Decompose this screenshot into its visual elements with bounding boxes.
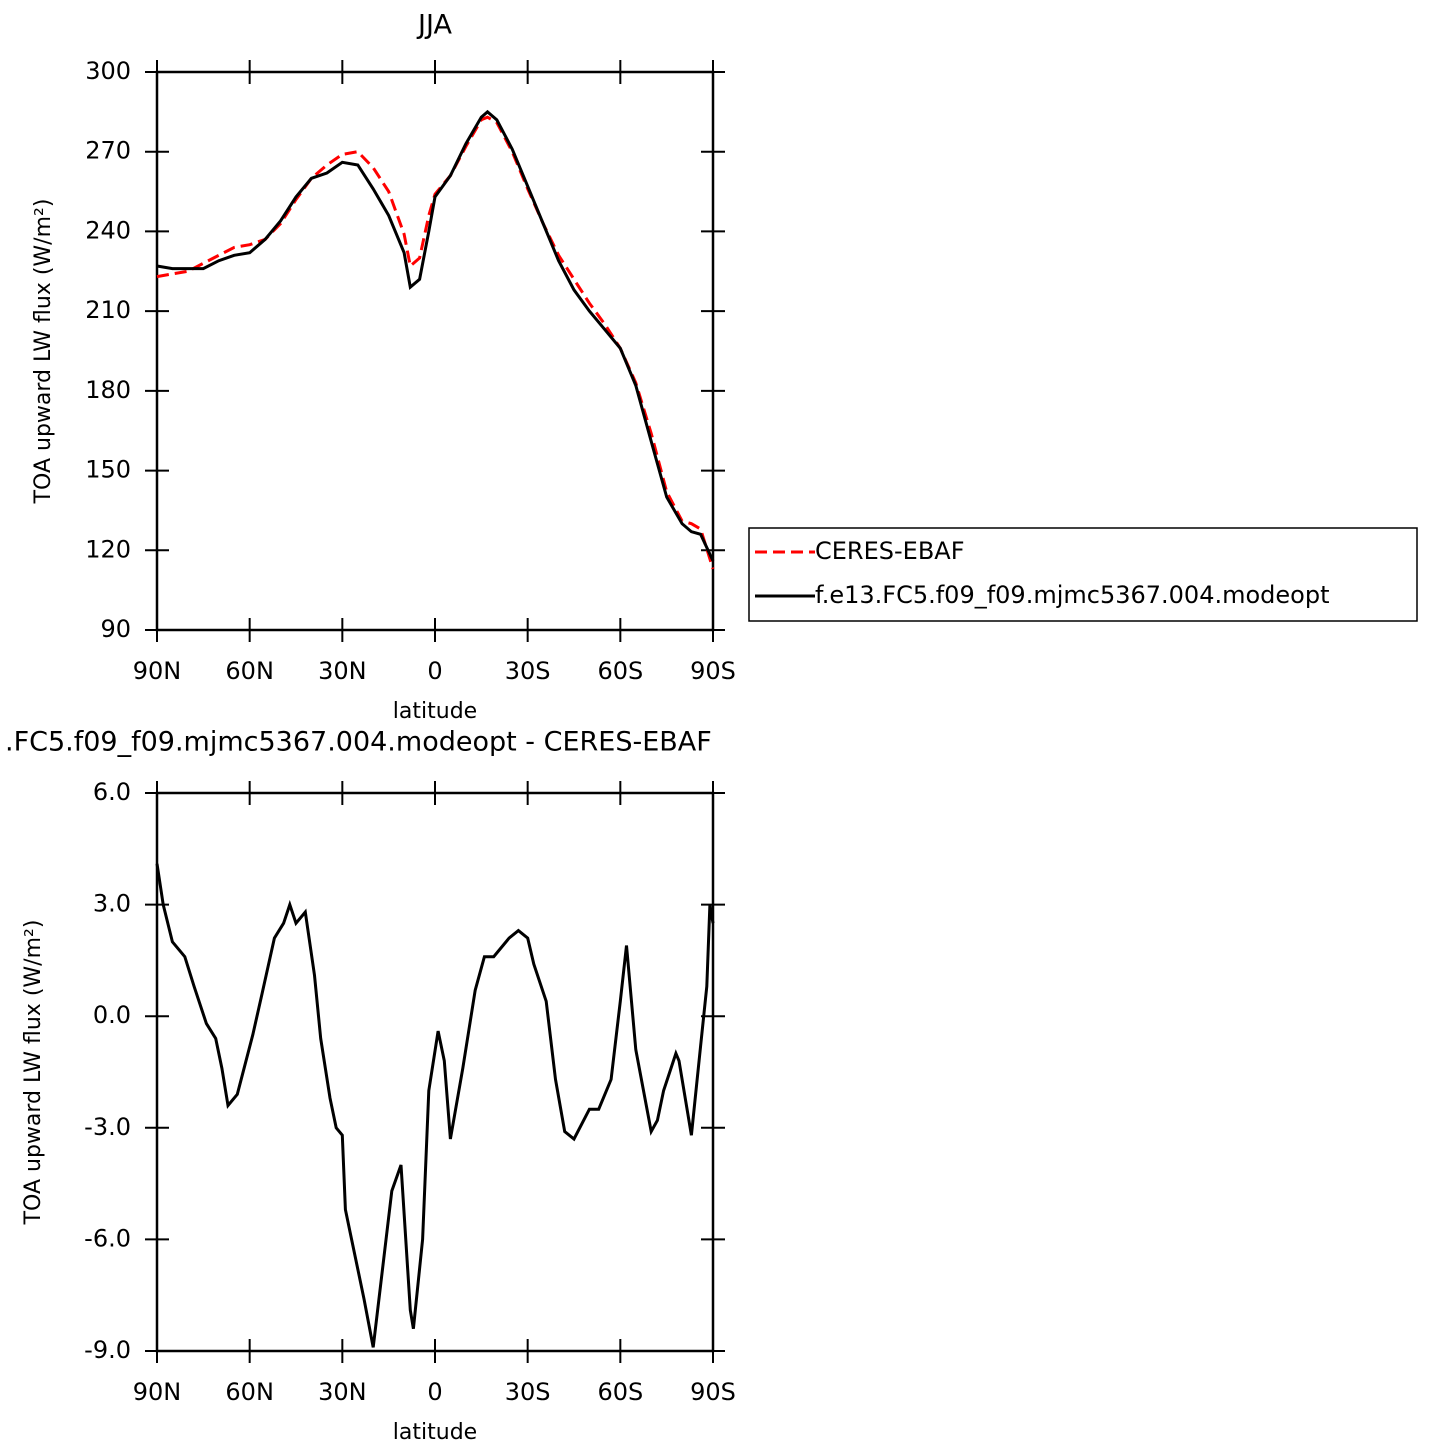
legend-box [748,527,1418,622]
plot-frame [155,70,715,632]
plot-frame [155,791,715,1353]
legend-label: CERES-EBAF [815,537,965,565]
y-tick-label: 210 [85,296,131,324]
x-tick-label: 0 [427,1378,442,1406]
data-line [156,109,715,562]
legend-label: f.e13.FC5.f09_f09.mjmc5367.004.modeopt [815,581,1330,609]
chart-title: .FC5.f09_f09.mjmc5367.004.modeopt - CERE… [5,727,712,758]
x-tick-label: 30N [318,1378,367,1406]
x-tick-label: 90N [133,657,182,685]
x-tick-label: 90N [133,1378,182,1406]
x-tick-label: 60S [597,1378,643,1406]
y-tick-label: 3.0 [93,890,131,918]
data-line [156,115,715,570]
y-tick-label: -3.0 [84,1113,131,1141]
x-axis-label: latitude [393,699,477,724]
x-tick-label: 60N [225,657,274,685]
y-axis-label: TOA upward LW flux (W/m²) [21,920,46,1226]
y-tick-label: -9.0 [84,1336,131,1364]
y-tick-label: 0.0 [93,1001,131,1029]
y-tick-label: 240 [85,216,131,244]
data-line [155,863,715,1348]
y-tick-label: 150 [85,456,131,484]
y-tick-label: 300 [85,57,131,85]
chart-title: JJA [416,10,452,41]
x-tick-label: 30N [318,657,367,685]
x-tick-label: 30S [505,1378,551,1406]
x-tick-label: 90S [690,657,736,685]
y-axis-label: TOA upward LW flux (W/m²) [31,199,56,505]
x-tick-label: 60N [225,1378,274,1406]
y-tick-label: 180 [85,376,131,404]
y-tick-label: 90 [100,615,131,643]
x-tick-label: 60S [597,657,643,685]
x-tick-label: 30S [505,657,551,685]
x-tick-label: 90S [690,1378,736,1406]
y-tick-label: 270 [85,137,131,165]
x-axis-label: latitude [393,1420,477,1445]
x-tick-label: 0 [427,657,442,685]
y-tick-label: 120 [85,535,131,563]
y-tick-label: 6.0 [93,778,131,806]
y-tick-label: -6.0 [84,1224,131,1252]
